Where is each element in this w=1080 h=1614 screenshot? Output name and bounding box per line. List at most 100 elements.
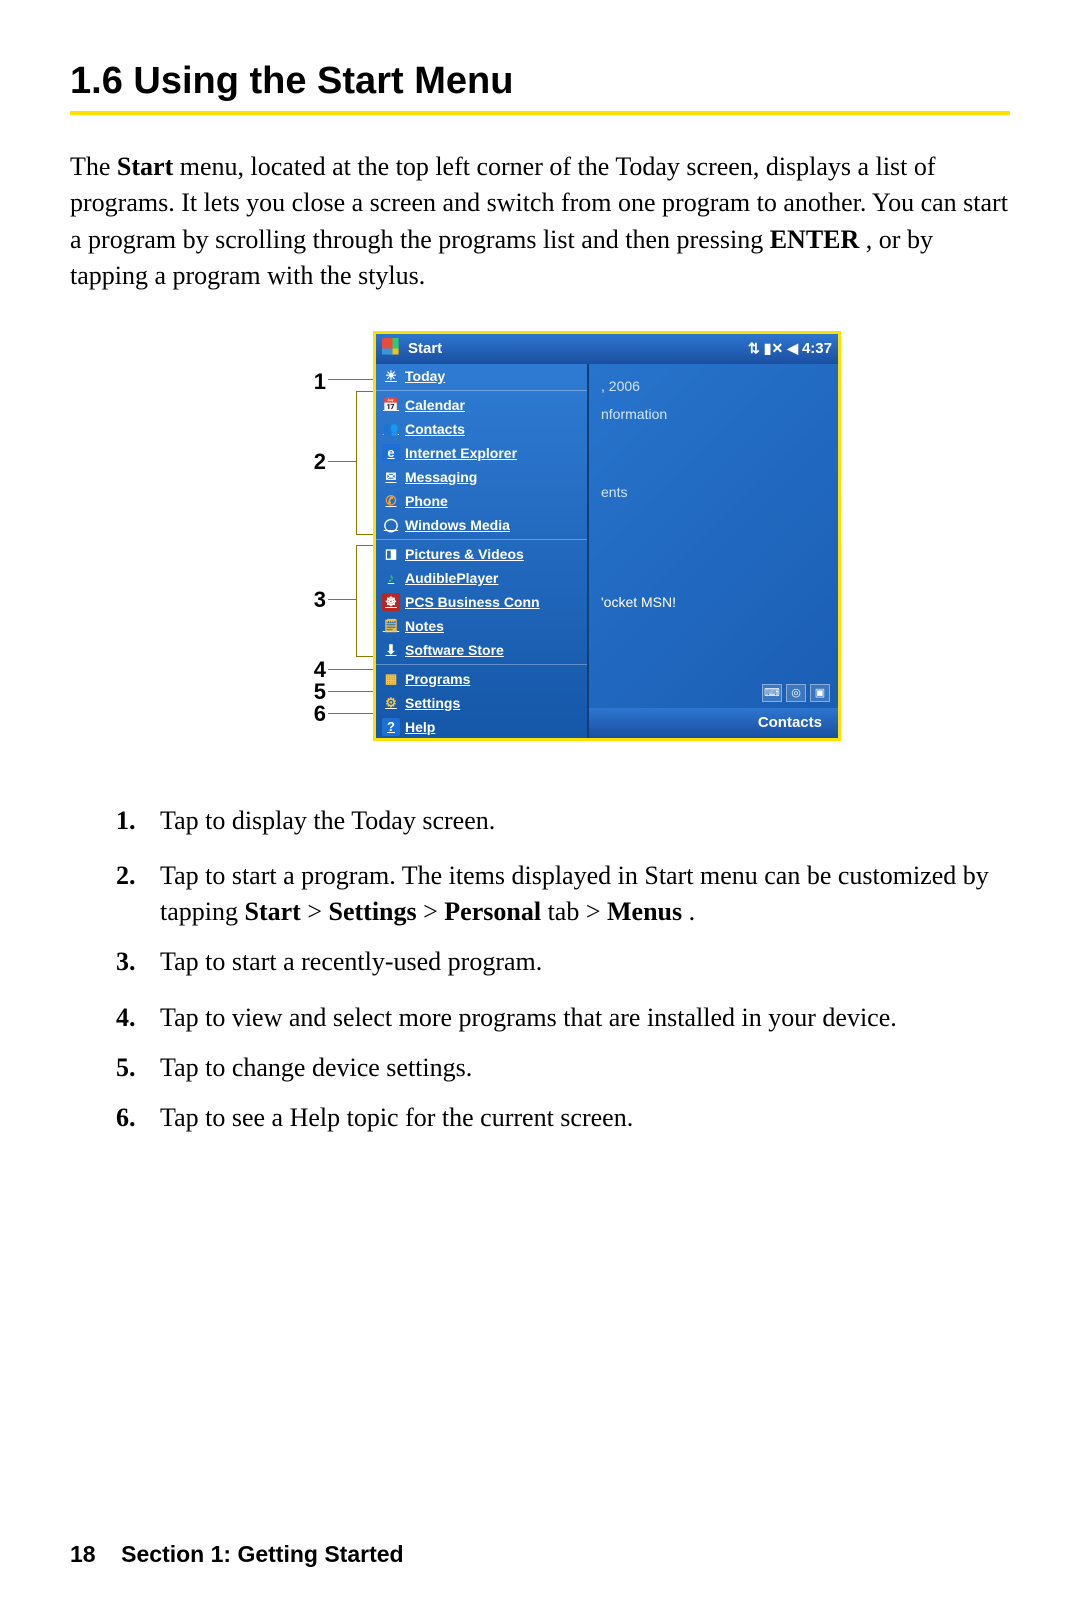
sync-icon: ⇅: [748, 340, 760, 357]
step-number: 2.: [116, 858, 150, 930]
menu-label: Today: [405, 368, 445, 384]
menu-label: PCS Business Conn: [405, 594, 540, 610]
callout-2: 2: [302, 449, 326, 475]
bold-menus: Menus: [607, 897, 682, 926]
step-text: Tap to view and select more programs tha…: [160, 1000, 897, 1036]
menu-item-pictures[interactable]: ◨ Pictures & Videos: [376, 542, 587, 566]
menu-label: Settings: [405, 695, 460, 711]
step-text: Tap to display the Today screen.: [160, 803, 495, 839]
menu-label: Internet Explorer: [405, 445, 517, 461]
step-text: Tap to change device settings.: [160, 1050, 472, 1086]
intro-paragraph: The Start menu, located at the top left …: [70, 149, 1010, 295]
menu-label: Software Store: [405, 642, 504, 658]
settings-icon: ⚙: [382, 694, 400, 712]
step-number: 1.: [116, 803, 150, 839]
bg-date: , 2006: [601, 378, 640, 394]
menu-label: Pictures & Videos: [405, 546, 524, 562]
windows-flag-icon: [382, 338, 404, 360]
intro-text: The: [70, 152, 117, 181]
messaging-icon: ✉: [382, 468, 400, 486]
menu-item-messaging[interactable]: ✉ Messaging: [376, 465, 587, 489]
menu-separator: [376, 539, 587, 540]
start-menu: ☀ Today 📅 Calendar 👥 Contacts e Internet Ex…: [376, 364, 589, 739]
menu-item-calendar[interactable]: 📅 Calendar: [376, 393, 587, 417]
menu-item-wmp[interactable]: ◯ Windows Media: [376, 513, 587, 537]
menu-item-ie[interactable]: e Internet Explorer: [376, 441, 587, 465]
bold-settings: Settings: [329, 897, 417, 926]
step-2: 2. Tap to start a program. The items dis…: [116, 858, 1010, 930]
menu-item-audible[interactable]: ♪AudiblePlayer: [376, 566, 587, 590]
section-heading: 1.6 Using the Start Menu: [70, 60, 1010, 115]
menu-label: Contacts: [405, 421, 465, 437]
intro-bold-enter: ENTER: [770, 225, 860, 254]
menu-item-contacts[interactable]: 👥 Contacts: [376, 417, 587, 441]
figure-container: 1 2 3 4 5 6 Start ⇅ ▮✕ ◀ 4:37 , 2006 nfo…: [70, 331, 1010, 763]
step-number: 6.: [116, 1100, 150, 1136]
menu-item-today[interactable]: ☀ Today: [376, 364, 587, 388]
contacts-icon: 👥: [382, 420, 400, 438]
today-icon: ☀: [382, 367, 400, 385]
menu-item-programs[interactable]: ▦ Programs: [376, 667, 587, 691]
menu-item-pcs[interactable]: ☸ PCS Business Conn: [376, 590, 587, 614]
page-footer: 18 Section 1: Getting Started: [70, 1541, 404, 1568]
phone-icon: ✆: [382, 492, 400, 510]
antenna-icon: ▮✕: [764, 340, 783, 357]
menu-item-store[interactable]: ⬇ Software Store: [376, 638, 587, 662]
step-3: 3. Tap to start a recently-used program.: [116, 944, 1010, 980]
menu-label: Help: [405, 719, 435, 735]
step-1: 1. Tap to display the Today screen.: [116, 803, 1010, 839]
steps-list: 1. Tap to display the Today screen. 2. T…: [70, 803, 1010, 1136]
menu-item-phone[interactable]: ✆ Phone: [376, 489, 587, 513]
text: >: [423, 897, 444, 926]
calendar-icon: 📅: [382, 396, 400, 414]
page-number: 18: [70, 1541, 96, 1567]
status-bar: Start ⇅ ▮✕ ◀ 4:37: [376, 334, 838, 364]
text: >: [307, 897, 328, 926]
intro-bold-start: Start: [117, 152, 173, 181]
step-4: 4. Tap to view and select more programs …: [116, 1000, 1010, 1036]
step-text: Tap to start a program. The items displa…: [160, 858, 1010, 930]
tray-icon: ◎: [786, 684, 806, 702]
menu-item-help[interactable]: ? Help: [376, 715, 587, 739]
pictures-icon: ◨: [382, 545, 400, 563]
menu-label: Calendar: [405, 397, 465, 413]
leader-line: [328, 599, 356, 600]
text: .: [689, 897, 696, 926]
leader-line: [328, 461, 356, 462]
ie-icon: e: [382, 444, 400, 462]
step-text: Tap to see a Help topic for the current …: [160, 1100, 633, 1136]
step-6: 6. Tap to see a Help topic for the curre…: [116, 1100, 1010, 1136]
menu-item-notes[interactable]: 🗒Notes: [376, 614, 587, 638]
audible-icon: ♪: [382, 569, 400, 587]
tray-icons: ⌨ ◎ ▣: [762, 684, 830, 702]
tray-icon: ⌨: [762, 684, 782, 702]
store-icon: ⬇: [382, 641, 400, 659]
menu-item-settings[interactable]: ⚙ Settings: [376, 691, 587, 715]
device-screenshot: Start ⇅ ▮✕ ◀ 4:37 , 2006 nformation ents…: [373, 331, 841, 741]
step-5: 5. Tap to change device settings.: [116, 1050, 1010, 1086]
menu-separator: [376, 664, 587, 665]
bold-start: Start: [245, 897, 301, 926]
bg-ents: ents: [601, 484, 627, 500]
callout-3: 3: [302, 587, 326, 613]
menu-label: Windows Media: [405, 517, 510, 533]
menu-label: Phone: [405, 493, 448, 509]
step-number: 5.: [116, 1050, 150, 1086]
notes-icon: 🗒: [382, 617, 400, 635]
step-number: 3.: [116, 944, 150, 980]
wmp-icon: ◯: [382, 516, 400, 534]
help-icon: ?: [382, 718, 400, 736]
menu-label: Messaging: [405, 469, 477, 485]
step-number: 4.: [116, 1000, 150, 1036]
programs-icon: ▦: [382, 670, 400, 688]
start-label: Start: [408, 340, 442, 357]
menu-label: Programs: [405, 671, 470, 687]
tray-icon: ▣: [810, 684, 830, 702]
menu-separator: [376, 390, 587, 391]
pcs-icon: ☸: [382, 593, 400, 611]
step-text: Tap to start a recently-used program.: [160, 944, 542, 980]
bg-pocket-msn: 'ocket MSN!: [601, 594, 676, 610]
callout-6: 6: [302, 701, 326, 727]
bg-info: nformation: [601, 406, 667, 422]
softkey-contacts: Contacts: [758, 714, 822, 731]
